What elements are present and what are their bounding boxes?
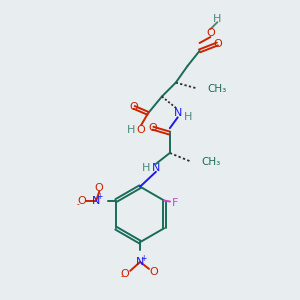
Text: N: N (174, 108, 182, 118)
Text: O: O (206, 28, 215, 38)
Text: CH₃: CH₃ (202, 157, 221, 167)
Text: H: H (142, 163, 150, 173)
Text: O: O (121, 269, 130, 279)
Text: N: N (152, 163, 160, 173)
Text: O: O (95, 183, 103, 193)
Text: +: + (96, 192, 102, 201)
Text: O: O (137, 125, 146, 135)
Text: O: O (148, 123, 157, 133)
Text: CH₃: CH₃ (208, 84, 227, 94)
Text: F: F (172, 197, 178, 208)
Text: H: H (184, 112, 192, 122)
Text: O: O (213, 39, 222, 49)
Text: H: H (213, 14, 222, 24)
Text: -: - (77, 200, 80, 209)
Text: -: - (121, 272, 124, 281)
Text: O: O (150, 267, 158, 277)
Text: N: N (92, 196, 100, 206)
Text: H: H (127, 125, 135, 135)
Text: +: + (140, 254, 146, 263)
Text: O: O (77, 196, 86, 206)
Text: O: O (130, 102, 139, 112)
Text: N: N (136, 257, 144, 267)
